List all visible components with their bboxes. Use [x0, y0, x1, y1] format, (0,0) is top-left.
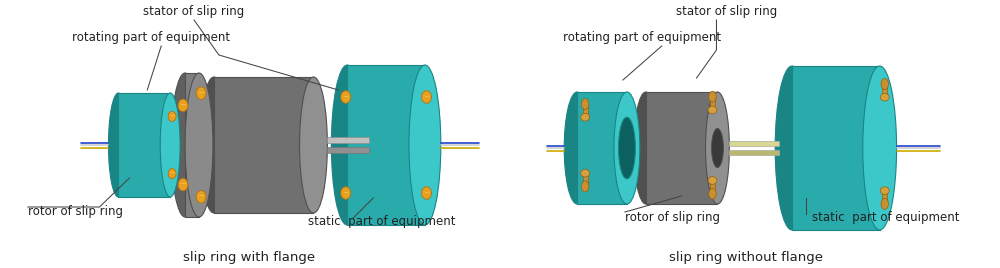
Ellipse shape: [581, 169, 590, 177]
Polygon shape: [882, 84, 887, 97]
Ellipse shape: [168, 111, 176, 121]
Polygon shape: [583, 104, 588, 117]
Polygon shape: [729, 150, 779, 155]
Ellipse shape: [341, 91, 351, 103]
Ellipse shape: [171, 73, 199, 217]
Polygon shape: [327, 147, 369, 153]
Ellipse shape: [200, 77, 228, 213]
Polygon shape: [214, 77, 313, 213]
Ellipse shape: [581, 99, 589, 110]
Ellipse shape: [168, 169, 176, 178]
Text: slip ring with flange: slip ring with flange: [183, 251, 315, 265]
Polygon shape: [327, 137, 369, 143]
Polygon shape: [646, 92, 717, 204]
Ellipse shape: [708, 106, 717, 114]
Ellipse shape: [185, 73, 213, 217]
Ellipse shape: [422, 187, 431, 199]
Ellipse shape: [709, 188, 716, 199]
Text: static  part of equipment: static part of equipment: [812, 211, 960, 225]
Polygon shape: [577, 92, 627, 204]
Polygon shape: [792, 66, 880, 230]
Polygon shape: [347, 65, 425, 225]
Ellipse shape: [581, 181, 589, 192]
Text: static  part of equipment: static part of equipment: [308, 215, 456, 229]
Ellipse shape: [564, 92, 590, 204]
Ellipse shape: [619, 117, 635, 179]
Text: slip ring without flange: slip ring without flange: [669, 251, 823, 265]
Text: stator of slip ring: stator of slip ring: [676, 6, 777, 18]
Ellipse shape: [196, 191, 206, 203]
Polygon shape: [710, 97, 715, 110]
Ellipse shape: [634, 92, 658, 204]
Text: rotating part of equipment: rotating part of equipment: [563, 32, 721, 44]
Polygon shape: [118, 93, 170, 197]
Ellipse shape: [581, 113, 590, 121]
Ellipse shape: [775, 66, 809, 230]
Text: rotating part of equipment: rotating part of equipment: [72, 32, 230, 44]
Text: rotor of slip ring: rotor of slip ring: [28, 206, 123, 218]
Ellipse shape: [341, 187, 351, 199]
Text: stator of slip ring: stator of slip ring: [143, 6, 245, 18]
Ellipse shape: [880, 93, 889, 101]
Ellipse shape: [614, 92, 640, 204]
Text: rotor of slip ring: rotor of slip ring: [625, 211, 720, 225]
Ellipse shape: [706, 92, 729, 204]
Ellipse shape: [863, 66, 897, 230]
Polygon shape: [710, 180, 715, 194]
Ellipse shape: [331, 65, 363, 225]
Polygon shape: [729, 141, 779, 146]
Ellipse shape: [708, 177, 717, 184]
Ellipse shape: [422, 91, 431, 103]
Ellipse shape: [880, 187, 889, 195]
Polygon shape: [185, 73, 199, 217]
Ellipse shape: [881, 79, 888, 90]
Ellipse shape: [300, 77, 327, 213]
Ellipse shape: [178, 99, 188, 112]
Ellipse shape: [108, 93, 128, 197]
Ellipse shape: [409, 65, 441, 225]
Polygon shape: [583, 173, 588, 187]
Polygon shape: [882, 191, 887, 204]
Ellipse shape: [709, 91, 716, 102]
Ellipse shape: [160, 93, 180, 197]
Ellipse shape: [178, 178, 188, 191]
Ellipse shape: [196, 87, 206, 99]
Ellipse shape: [711, 128, 723, 168]
Ellipse shape: [881, 198, 888, 209]
